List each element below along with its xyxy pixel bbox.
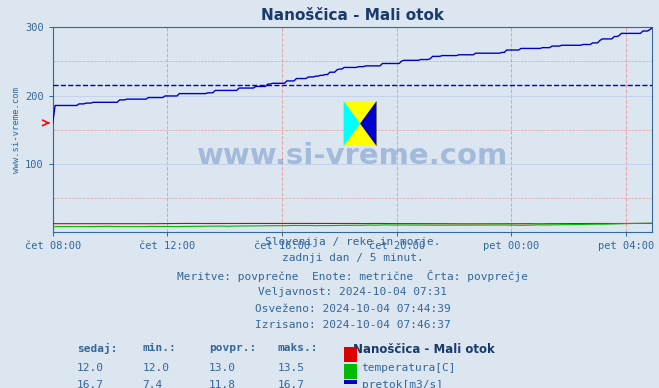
Bar (343, 101, 376, 146)
Bar (343, 347, 357, 362)
Text: Izrisano: 2024-10-04 07:46:37: Izrisano: 2024-10-04 07:46:37 (254, 320, 451, 330)
Text: Osveženo: 2024-10-04 07:44:39: Osveženo: 2024-10-04 07:44:39 (254, 304, 451, 314)
Text: 13.0: 13.0 (209, 363, 236, 373)
Title: Nanoščica - Mali otok: Nanoščica - Mali otok (261, 8, 444, 23)
Text: 12.0: 12.0 (142, 363, 169, 373)
Bar (343, 380, 357, 388)
Text: povpr.:: povpr.: (209, 343, 256, 353)
Text: Nanoščica - Mali otok: Nanoščica - Mali otok (353, 343, 494, 356)
Text: 13.5: 13.5 (277, 363, 304, 373)
Text: zadnji dan / 5 minut.: zadnji dan / 5 minut. (281, 253, 424, 263)
Text: sedaj:: sedaj: (76, 343, 117, 354)
Text: 11.8: 11.8 (209, 379, 236, 388)
Text: www.si-vreme.com: www.si-vreme.com (197, 142, 508, 170)
Text: 7.4: 7.4 (142, 379, 163, 388)
Text: Veljavnost: 2024-10-04 07:31: Veljavnost: 2024-10-04 07:31 (258, 287, 447, 297)
Polygon shape (360, 101, 376, 146)
Text: Slovenija / reke in morje.: Slovenija / reke in morje. (265, 237, 440, 247)
Text: temperatura[C]: temperatura[C] (362, 363, 456, 373)
Text: 16.7: 16.7 (277, 379, 304, 388)
Text: 16.7: 16.7 (76, 379, 103, 388)
Text: 12.0: 12.0 (76, 363, 103, 373)
Text: maks.:: maks.: (277, 343, 318, 353)
Text: min.:: min.: (142, 343, 177, 353)
Y-axis label: www.si-vreme.com: www.si-vreme.com (12, 87, 21, 173)
Text: Meritve: povprečne  Enote: metrične  Črta: povprečje: Meritve: povprečne Enote: metrične Črta:… (177, 270, 528, 282)
Bar (343, 364, 357, 379)
Text: pretok[m3/s]: pretok[m3/s] (362, 379, 443, 388)
Polygon shape (343, 101, 360, 146)
